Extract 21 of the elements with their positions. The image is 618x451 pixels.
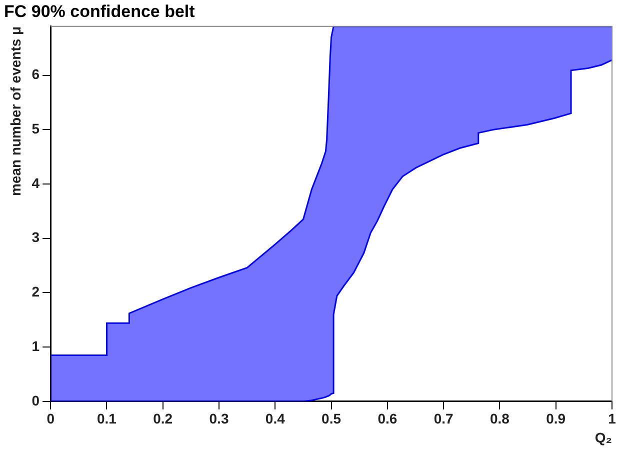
x-tick-label: 1 [608,410,616,427]
y-tick-label: 3 [32,229,40,246]
x-tick-label: 0 [46,410,55,427]
x-tick-label: 0.9 [546,410,566,427]
y-tick-label: 6 [32,66,40,82]
x-tick-label: 0.8 [490,410,510,427]
x-tick-label: 0.4 [265,410,286,427]
y-tick-label: 1 [32,338,40,354]
x-tick-label: 0.1 [96,410,117,427]
y-axis-title: mean number of events μ [7,26,24,196]
x-tick-label: 0.2 [153,410,173,427]
y-tick-label: 2 [32,284,40,300]
x-tick-label: 0.3 [209,410,229,427]
y-tick-label: 0 [32,392,40,408]
chart-title: FC 90% confidence belt [4,2,196,21]
x-tick-label: 0.5 [322,410,342,427]
x-axis-title: Q₂ [594,429,612,446]
y-tick-label: 4 [32,174,40,191]
x-tick-label: 0.6 [378,410,398,427]
x-tick-label: 0.7 [434,410,454,427]
y-tick-label: 5 [32,120,40,137]
